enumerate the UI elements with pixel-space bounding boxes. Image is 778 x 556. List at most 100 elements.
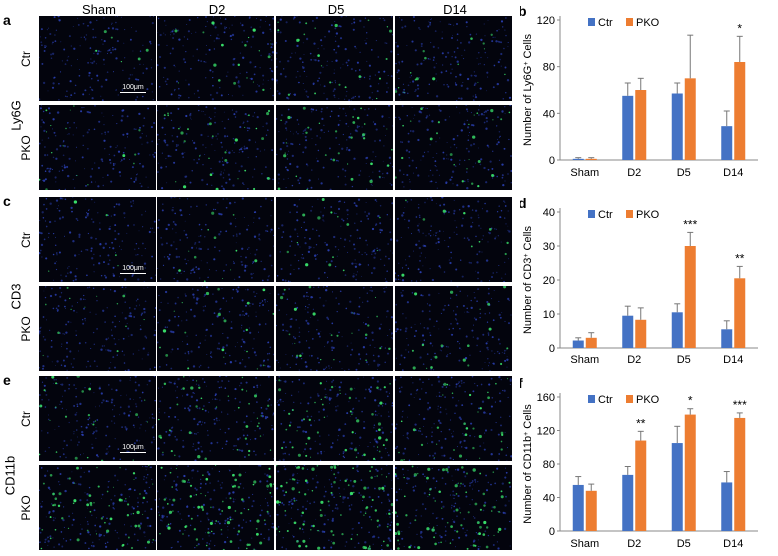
legend-swatch-ctr — [588, 395, 595, 403]
chart-cd3: d Number of CD3+ Cells 0 10 20 30 40 Ctr PKO Sham… — [520, 195, 758, 366]
x-tick-label: D2 — [627, 538, 641, 550]
micrograph-cd11b-pko-sham — [39, 465, 156, 550]
bar-pko-d14 — [734, 278, 746, 348]
micrograph-ly6g-ctr-sham — [39, 16, 156, 101]
significance-marker: ** — [636, 416, 646, 430]
legend-swatch-pko — [626, 395, 633, 403]
legend-label-pko: PKO — [636, 209, 660, 221]
scale-bar-label: 100μm — [122, 265, 144, 272]
bar-ctr-d5 — [671, 443, 683, 531]
bar-pko-sham — [585, 158, 597, 160]
x-tick-label: Sham — [570, 538, 599, 550]
y-tick-label: 0 — [549, 343, 555, 355]
bar-ctr-sham — [572, 158, 584, 160]
micrograph-ly6g-ctr-d5 — [276, 16, 393, 101]
x-tick-label: D5 — [677, 538, 691, 550]
bar-pko-sham — [585, 490, 597, 531]
legend-label-ctr: Ctr — [598, 394, 613, 406]
legend-swatch-ctr — [588, 210, 595, 218]
legend-swatch-pko — [626, 18, 633, 26]
scale-bar: 100μm — [120, 84, 146, 93]
row-label-pko: PKO — [19, 495, 33, 521]
micrograph-cd11b-ctr-d14 — [395, 376, 512, 461]
y-tick-label: 120 — [537, 426, 555, 438]
row-label-pko: PKO — [19, 316, 33, 342]
bar-ctr-d14 — [721, 482, 733, 531]
y-tick-label: 20 — [543, 275, 555, 287]
bar-pko-d5 — [684, 246, 696, 348]
micrograph-cd11b-pko-d5 — [276, 465, 393, 550]
significance-marker: * — [688, 394, 693, 408]
bar-ctr-d2 — [622, 474, 634, 531]
x-tick-label: D5 — [677, 354, 691, 366]
legend-label-ctr: Ctr — [598, 17, 613, 29]
bar-ctr-sham — [572, 340, 584, 348]
row-label-ctr: Ctr — [19, 51, 33, 67]
micrograph-cd3-ctr-d14 — [395, 197, 512, 282]
y-tick-label: 0 — [549, 155, 555, 167]
scale-bar: 100μm — [120, 444, 146, 453]
x-tick-label: D5 — [677, 167, 691, 179]
bar-pko-sham — [585, 337, 597, 348]
row-label-ctr: Ctr — [19, 411, 33, 427]
marker-label-cd3: CD3 — [8, 283, 24, 310]
x-tick-label: D2 — [627, 354, 641, 366]
marker-label-ly6g: Ly6G — [8, 100, 24, 131]
legend-label-pko: PKO — [636, 394, 660, 406]
x-tick-label: D14 — [723, 538, 743, 550]
bar-ctr-d14 — [721, 126, 733, 160]
bar-ctr-d5 — [671, 93, 683, 160]
micrograph-ly6g-pko-d2 — [157, 105, 274, 190]
micrograph-cd3-ctr-sham — [39, 197, 156, 282]
legend-label-ctr: Ctr — [598, 209, 613, 221]
bar-pko-d2 — [635, 440, 647, 531]
column-header-sham: Sham — [82, 2, 116, 17]
micrograph-ly6g-ctr-d2 — [157, 16, 274, 101]
micrograph-ly6g-pko-d14 — [395, 105, 512, 190]
micrograph-cd3-pko-sham — [39, 286, 156, 371]
micrograph-ly6g-pko-sham — [39, 105, 156, 190]
micrograph-ly6g-pko-d5 — [276, 105, 393, 190]
panel-letter-f: f — [520, 375, 523, 391]
micrograph-cd3-ctr-d2 — [157, 197, 274, 282]
micrograph-cd3-ctr-d5 — [276, 197, 393, 282]
micrograph-cd3-pko-d5 — [276, 286, 393, 371]
y-tick-label: 120 — [537, 15, 555, 27]
y-tick-label: 40 — [543, 493, 555, 505]
x-tick-label: D14 — [723, 167, 743, 179]
x-tick-label: Sham — [570, 354, 599, 366]
panel-letter-d: d — [520, 195, 527, 211]
bar-ctr-d2 — [622, 315, 634, 348]
row-label-pko: PKO — [19, 135, 33, 161]
y-tick-label: 10 — [543, 309, 555, 321]
y-tick-label: 160 — [537, 392, 555, 404]
column-header-d14: D14 — [443, 2, 467, 17]
column-header-d2: D2 — [208, 2, 226, 17]
y-tick-label: 0 — [549, 526, 555, 538]
micrograph-cd11b-pko-d14 — [395, 465, 512, 550]
y-tick-label: 40 — [543, 108, 555, 120]
scale-bar-label: 100μm — [122, 84, 144, 91]
micrograph-cd11b-ctr-d2 — [157, 376, 274, 461]
significance-marker: *** — [733, 398, 747, 412]
significance-marker: *** — [683, 217, 697, 231]
y-axis-label: Number of CD3+ Cells — [522, 225, 534, 334]
panel-letter-e: e — [3, 372, 11, 388]
chart-ly6g: b Number of Ly6G+ Cells 0 40 80 120 Ctr PKO Sham… — [520, 3, 758, 179]
marker-label-cd11b: CD11b — [2, 455, 18, 496]
scale-bar-line — [120, 92, 146, 93]
y-axis-label: Number of Ly6G+ Cells — [522, 34, 534, 146]
bar-pko-d14 — [734, 62, 746, 160]
panel-letter-b: b — [520, 3, 527, 19]
panel-letter-a: a — [3, 12, 11, 28]
scale-bar-label: 100μm — [122, 444, 144, 451]
y-tick-label: 80 — [543, 62, 555, 74]
bar-pko-d14 — [734, 417, 746, 531]
x-tick-label: D14 — [723, 354, 743, 366]
bar-ctr-d2 — [622, 95, 634, 160]
scale-bar-line — [120, 273, 146, 274]
chart-cd11b: f Number of CD11b+ Cells 0 40 80 120 160 Ctr PKO… — [520, 375, 758, 550]
y-tick-label: 80 — [543, 459, 555, 471]
y-tick-label: 40 — [543, 207, 555, 219]
bar-ctr-d5 — [671, 312, 683, 348]
